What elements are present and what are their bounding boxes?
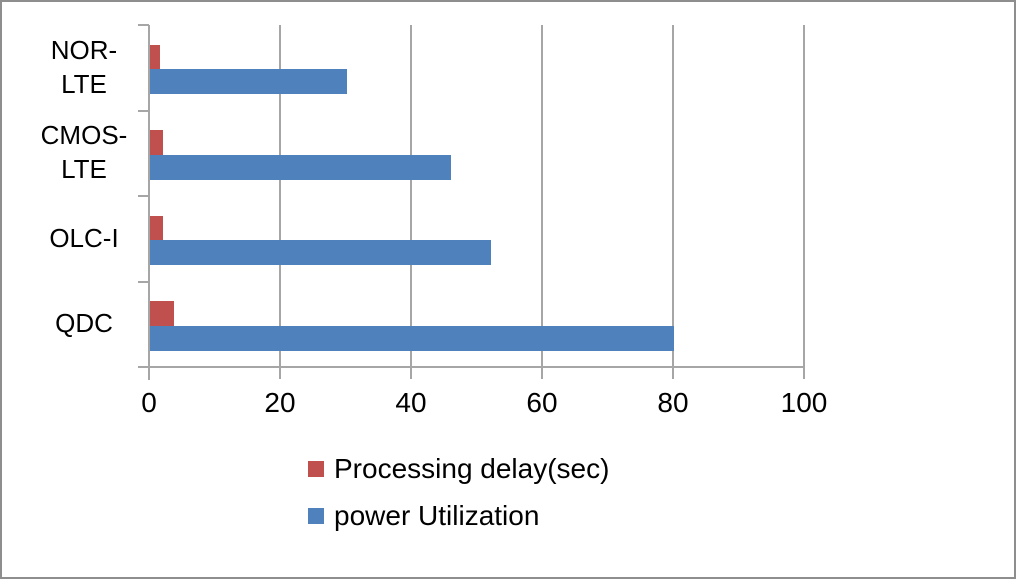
y-axis-line <box>148 25 150 380</box>
gridline-20 <box>279 25 281 367</box>
bar-processing-delay-cmos-lte <box>150 130 164 155</box>
bar-power-utilization-qdc <box>150 325 674 351</box>
legend-swatch-power-utilization-icon <box>308 508 324 524</box>
y-axis-tick-1 <box>138 109 149 112</box>
gridline-60 <box>541 25 543 367</box>
category-label-qdc: QDC <box>55 308 113 339</box>
x-axis-tick-60 <box>541 368 543 379</box>
legend: Processing delay(sec) power Utilization <box>308 453 610 548</box>
category-label-nor-lte: NOR- LTE <box>50 34 118 99</box>
legend-item-processing-delay: Processing delay(sec) <box>308 453 610 484</box>
bar-power-utilization-nor-lte <box>150 69 347 95</box>
legend-swatch-processing-delay-icon <box>308 461 324 477</box>
category-label-cmos-lte: CMOS- LTE <box>40 120 128 185</box>
x-tick-label-60: 60 <box>526 387 558 418</box>
gridline-80 <box>672 25 674 367</box>
x-axis-tick-0 <box>148 368 150 379</box>
x-axis-tick-40 <box>410 368 412 379</box>
bar-processing-delay-qdc <box>150 301 175 326</box>
legend-label-power-utilization: power Utilization <box>334 500 540 531</box>
bar-power-utilization-cmos-lte <box>150 154 452 180</box>
legend-item-power-utilization: power Utilization <box>308 500 609 531</box>
x-axis-tick-100 <box>803 368 805 379</box>
x-tick-label-0: 0 <box>141 387 157 418</box>
x-tick-label-20: 20 <box>264 387 296 418</box>
y-axis-tick-0 <box>138 24 149 26</box>
bar-processing-delay-nor-lte <box>150 44 160 70</box>
x-tick-label-80: 80 <box>657 387 689 418</box>
x-axis-tick-20 <box>279 368 281 379</box>
x-axis-line <box>148 366 805 368</box>
x-tick-label-100: 100 <box>780 387 828 418</box>
gridline-40 <box>410 25 412 367</box>
gridline-100 <box>803 25 805 367</box>
y-axis-tick-4 <box>138 366 149 368</box>
bar-processing-delay-olc-i <box>150 215 164 241</box>
y-axis-tick-3 <box>138 280 149 283</box>
y-axis-tick-2 <box>138 195 149 197</box>
plot-area: 0 20 40 60 80 100 NOR- LTE CMOS- LTE OLC-I QDC <box>41 24 827 418</box>
legend-label-processing-delay: Processing delay(sec) <box>334 453 610 484</box>
category-label-olc-i: OLC-I <box>49 222 119 253</box>
bar-power-utilization-olc-i <box>150 240 491 266</box>
x-tick-label-40: 40 <box>395 387 427 418</box>
x-axis-tick-80 <box>672 368 674 379</box>
